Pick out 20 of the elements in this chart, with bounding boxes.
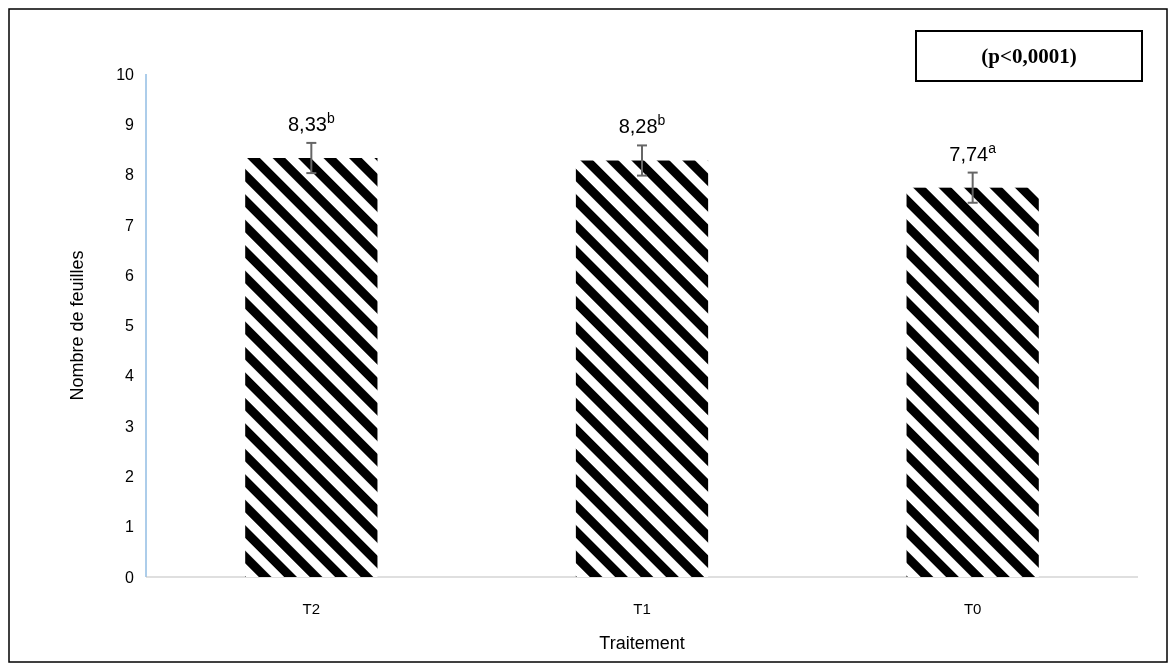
y-tick-label: 7 [125,216,135,234]
y-tick-label: 2 [125,468,135,485]
y-tick-label: 8 [125,166,135,184]
y-tick-label: 6 [125,266,135,284]
data-label: 8,28$^{b}$ [618,112,666,138]
text: (p<0,0001) [981,44,1077,68]
x-tick-label: T2 [302,600,321,617]
data-label: 8,33$^{b}$ [287,109,335,135]
y-tick-label: 10 [116,65,135,83]
y-axis-title: Nombre de feuilles [67,250,87,401]
y-tick-label: 5 [125,317,135,335]
y-tick-label: 3 [125,417,135,435]
y-tick-label: 4 [125,367,135,385]
y-tick-label: 0 [125,568,135,586]
x-tick-label: T0 [963,600,982,617]
y-tick-label: 1 [125,518,135,536]
y-tick-label: 9 [125,115,135,133]
data-label: 7,74$^{a}$ [949,139,997,165]
x-axis-title: Traitement [599,633,685,653]
x-tick-label: T1 [633,600,651,617]
